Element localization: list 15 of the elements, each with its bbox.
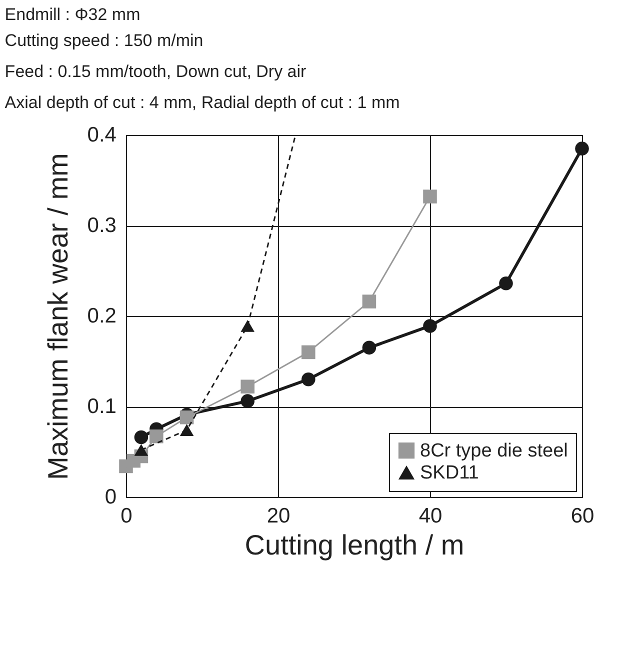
y-tick-label: 0.4	[87, 124, 117, 146]
x-axis-title: Cutting length / m	[244, 530, 464, 560]
y-tick-label: 0.1	[87, 395, 116, 418]
y-tick-label: 0	[104, 486, 116, 508]
legend-label: 8Cr type die steel	[420, 440, 568, 462]
x-tick-label: 60	[570, 504, 594, 528]
y-axis-title: Maximum flank wear / mm	[42, 153, 74, 480]
legend-label: SKD11	[420, 462, 479, 484]
y-tick-label: 0.2	[87, 304, 116, 328]
x-tick-label: 40	[418, 504, 442, 528]
chart-subtitle: Cutting speed : 150 m/min Feed : 0.15 mm/tooth, Down cut, Dry air Axial depth of cut : 4 mm, Radial depth of cut : 1 mm	[4, 31, 400, 112]
chart-title: Endmill : Φ32 mm	[4, 5, 140, 24]
x-tick-label: 20	[266, 504, 290, 528]
x-tick-label: 0	[120, 504, 132, 528]
y-tick-label: 0.3	[87, 214, 116, 237]
